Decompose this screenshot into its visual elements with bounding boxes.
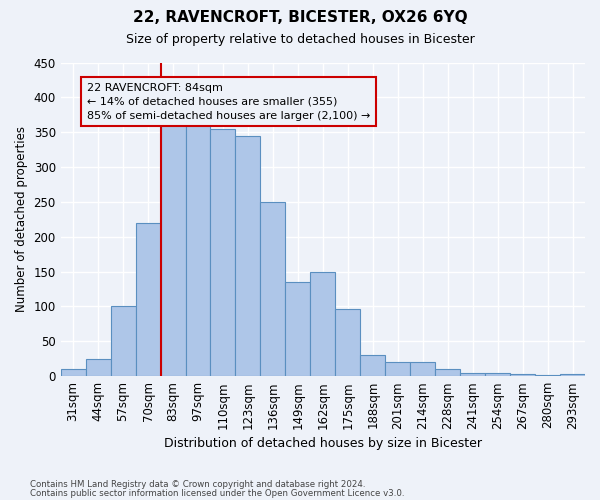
Bar xyxy=(211,128,235,376)
Bar xyxy=(136,223,161,376)
Bar xyxy=(335,308,360,376)
Bar xyxy=(110,306,136,376)
Bar xyxy=(435,369,460,376)
Bar xyxy=(86,359,110,376)
Bar xyxy=(485,372,510,376)
Bar xyxy=(510,374,535,376)
Text: Size of property relative to detached houses in Bicester: Size of property relative to detached ho… xyxy=(125,32,475,46)
Text: 22 RAVENCROFT: 84sqm
← 14% of detached houses are smaller (355)
85% of semi-deta: 22 RAVENCROFT: 84sqm ← 14% of detached h… xyxy=(87,83,370,121)
Bar xyxy=(410,362,435,376)
Bar xyxy=(260,202,286,376)
Bar xyxy=(535,375,560,376)
X-axis label: Distribution of detached houses by size in Bicester: Distribution of detached houses by size … xyxy=(164,437,482,450)
Y-axis label: Number of detached properties: Number of detached properties xyxy=(15,126,28,312)
Bar xyxy=(460,372,485,376)
Bar xyxy=(61,369,86,376)
Bar xyxy=(235,136,260,376)
Bar xyxy=(185,122,211,376)
Text: Contains public sector information licensed under the Open Government Licence v3: Contains public sector information licen… xyxy=(30,488,404,498)
Bar xyxy=(560,374,585,376)
Text: Contains HM Land Registry data © Crown copyright and database right 2024.: Contains HM Land Registry data © Crown c… xyxy=(30,480,365,489)
Bar xyxy=(286,282,310,376)
Bar xyxy=(310,272,335,376)
Text: 22, RAVENCROFT, BICESTER, OX26 6YQ: 22, RAVENCROFT, BICESTER, OX26 6YQ xyxy=(133,10,467,25)
Bar xyxy=(360,356,385,376)
Bar xyxy=(385,362,410,376)
Bar xyxy=(161,125,185,376)
